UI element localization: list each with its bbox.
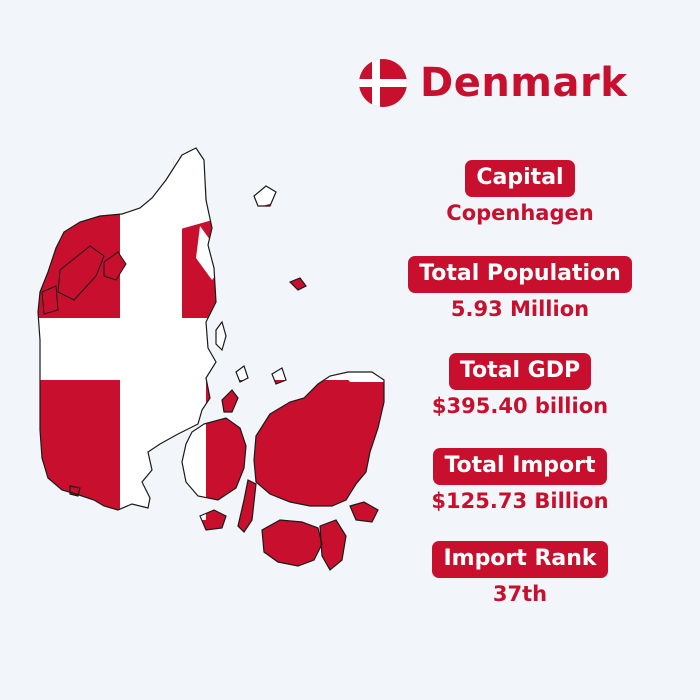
fact-label: Import Rank [432,541,608,578]
fact-value: 37th [492,582,548,606]
fact-total-import: Total Import $125.73 Billion [400,448,640,515]
fact-label: Total Population [408,256,632,293]
fact-value: $395.40 billion [431,394,609,418]
fact-capital: Capital Copenhagen [400,160,640,227]
fact-label: Total Import [433,448,607,485]
fact-label: Capital [465,160,575,197]
country-title: Denmark [420,60,628,106]
fact-total-population: Total Population 5.93 Million [400,256,640,323]
denmark-flag-icon [359,59,407,107]
fact-value: Copenhagen [446,201,594,225]
fact-total-gdp: Total GDP $395.40 billion [400,353,640,420]
header: Denmark [358,58,627,108]
fact-label: Total GDP [448,353,592,390]
fact-import-rank: Import Rank 37th [400,541,640,608]
fact-value: 5.93 Million [450,297,590,321]
fact-value: $125.73 Billion [431,489,609,513]
